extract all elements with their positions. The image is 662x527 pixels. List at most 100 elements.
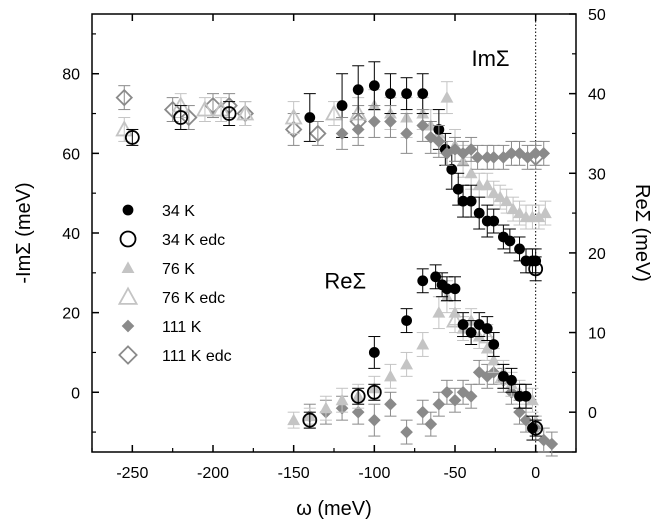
series-34-k-im — [303, 61, 542, 274]
y-right-tick-label: 50 — [588, 7, 606, 24]
data-point — [335, 127, 349, 140]
data-point — [417, 275, 429, 287]
data-point — [335, 393, 349, 406]
legend-marker — [121, 261, 135, 274]
data-point — [445, 311, 465, 328]
series-layer — [115, 61, 559, 457]
x-axis: -250 -200 -150 -100 -50 0 — [91, 14, 577, 482]
series-76-k-re — [287, 280, 539, 429]
y-left-tick-label: 80 — [62, 67, 80, 84]
data-point — [180, 108, 198, 127]
x-tick-label: 0 — [531, 465, 540, 482]
data-point — [457, 319, 469, 330]
y-left-tick-label: 20 — [62, 306, 80, 323]
data-point — [506, 202, 520, 215]
data-point — [519, 413, 533, 427]
data-point — [432, 306, 446, 318]
data-point — [416, 337, 430, 350]
data-point — [124, 130, 140, 145]
data-point — [424, 417, 438, 431]
data-point — [284, 108, 303, 125]
y-right-axis: 0 10 20 30 40 50 — [569, 7, 606, 453]
legend-marker — [122, 204, 134, 216]
y-left-tick-label: 60 — [62, 146, 80, 163]
legend-label: 34 K edc — [162, 232, 225, 249]
data-point — [401, 88, 413, 100]
data-point — [368, 115, 381, 128]
data-point — [385, 88, 396, 100]
x-tick-label: -250 — [116, 465, 148, 482]
data-point — [352, 84, 364, 96]
x-tick-label: -200 — [197, 465, 229, 482]
data-point — [448, 393, 462, 407]
data-point — [309, 124, 327, 143]
data-point — [366, 384, 382, 400]
data-point — [115, 120, 134, 137]
series-34-k-edc-im — [124, 101, 544, 282]
data-point — [545, 437, 559, 451]
data-point — [473, 207, 485, 219]
data-point — [488, 339, 500, 350]
data-point — [400, 127, 413, 140]
data-point — [504, 235, 516, 247]
data-point — [204, 96, 222, 115]
data-point — [304, 112, 316, 123]
data-point — [284, 120, 303, 139]
data-point — [493, 190, 507, 203]
data-point — [350, 388, 366, 404]
legend-label: 76 K edc — [162, 290, 225, 307]
data-point — [480, 178, 494, 191]
annotation-layer: ImΣ ReΣ — [324, 46, 509, 294]
y-right-tick-label: 10 — [588, 326, 606, 343]
data-point — [417, 88, 429, 100]
data-point — [163, 100, 182, 119]
data-point — [368, 347, 380, 358]
data-point — [115, 88, 134, 107]
data-point — [324, 104, 344, 121]
data-point — [430, 271, 442, 283]
data-point — [400, 425, 413, 439]
data-point — [432, 135, 446, 148]
legend-marker — [117, 286, 139, 305]
y-right-tick-label: 40 — [588, 87, 606, 104]
data-point — [173, 110, 189, 125]
data-point — [440, 385, 454, 399]
data-point — [236, 104, 255, 121]
x-axis-label: ω (meV) — [296, 498, 372, 520]
data-point — [464, 389, 478, 403]
legend-marker — [119, 230, 137, 248]
data-point — [487, 353, 501, 366]
y-right-tick-label: 0 — [588, 405, 597, 422]
data-point — [446, 163, 458, 175]
data-point — [500, 194, 514, 207]
legend-label: 111 K edc — [162, 348, 232, 365]
data-point — [537, 147, 551, 160]
data-point — [287, 413, 301, 426]
series-34-k-edc-re — [302, 383, 544, 437]
plot-area — [91, 13, 577, 457]
data-point — [449, 283, 461, 295]
y-right-tick-label: 30 — [588, 166, 606, 183]
y-right-tick-label: 20 — [588, 246, 606, 263]
y-left-tick-label: 40 — [62, 226, 80, 243]
legend-marker — [121, 319, 135, 333]
y-left-axis: 0 20 40 60 80 — [62, 33, 99, 433]
data-point — [538, 206, 552, 219]
data-point — [368, 413, 381, 427]
data-point — [520, 390, 532, 402]
data-point — [319, 401, 333, 414]
x-tick-label: -50 — [443, 465, 466, 482]
y-left-tick-label: 0 — [71, 385, 80, 402]
data-point — [528, 420, 544, 436]
data-point — [487, 186, 501, 199]
x-tick-label: -100 — [358, 465, 390, 482]
legend-marker — [118, 345, 138, 365]
data-point — [336, 100, 348, 111]
data-point — [465, 327, 477, 338]
data-point — [464, 166, 478, 179]
data-point — [488, 215, 500, 227]
series-34-k-re — [368, 264, 539, 441]
data-point — [513, 405, 526, 419]
y-right-axis-label: ReΣ (meV) — [631, 184, 653, 282]
